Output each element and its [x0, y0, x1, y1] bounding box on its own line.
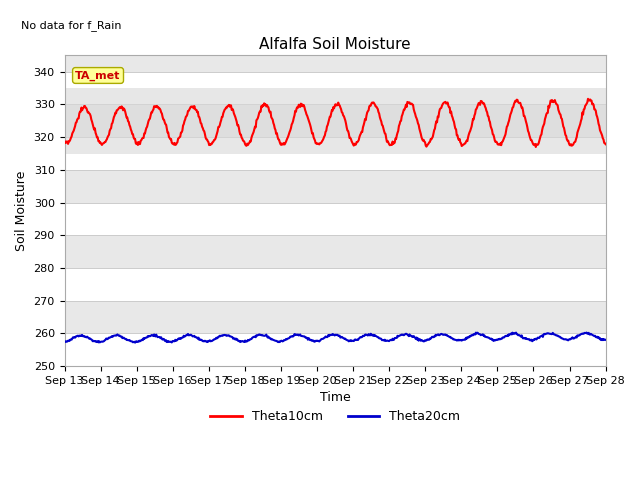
Bar [65, 88, 605, 154]
Text: No data for f_Rain: No data for f_Rain [21, 20, 122, 31]
Bar [65, 333, 605, 366]
Legend: Theta10cm, Theta20cm: Theta10cm, Theta20cm [205, 405, 465, 428]
Title: Alfalfa Soil Moisture: Alfalfa Soil Moisture [259, 36, 411, 51]
X-axis label: Time: Time [320, 391, 351, 404]
Bar [65, 39, 605, 72]
Bar [65, 203, 605, 235]
Bar [65, 72, 605, 105]
Text: TA_met: TA_met [76, 71, 121, 81]
Bar [65, 137, 605, 170]
Bar [65, 105, 605, 137]
Bar [65, 235, 605, 268]
Bar [65, 170, 605, 203]
Bar [65, 268, 605, 300]
Y-axis label: Soil Moisture: Soil Moisture [15, 170, 28, 251]
Bar [65, 300, 605, 333]
